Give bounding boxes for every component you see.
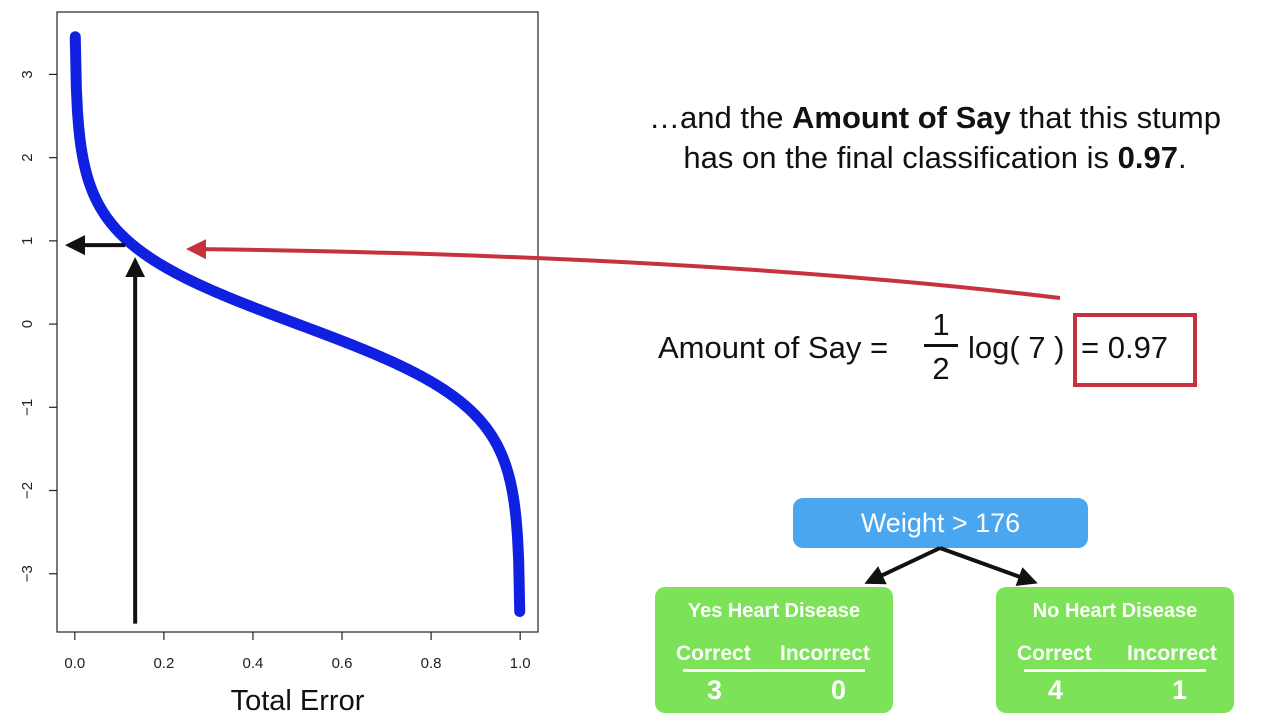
axis-ticks xyxy=(49,73,521,640)
y-tick-label: 3 xyxy=(19,70,36,78)
correct-header: Correct xyxy=(676,642,751,665)
axis-labels: 0.0 0.2 0.4 0.6 0.8 1.0 3 2 1 0 −1 −2 −3 xyxy=(19,70,531,672)
amount-of-say-curve xyxy=(69,31,526,617)
incorrect-header: Incorrect xyxy=(780,642,870,665)
formula-result: = 0.97 xyxy=(1081,330,1169,365)
x-tick-label: 0.6 xyxy=(332,655,353,672)
plot-frame xyxy=(56,11,539,633)
stump-label: Weight > 176 xyxy=(860,507,1021,538)
fraction-numerator: 1 xyxy=(932,307,950,342)
x-axis-title: Total Error xyxy=(231,685,365,717)
x-tick-label: 1.0 xyxy=(510,655,531,672)
y-tick-label: −2 xyxy=(19,482,36,499)
incorrect-count: 1 xyxy=(1172,675,1188,705)
leaf-divider xyxy=(1024,669,1206,672)
x-tick-label: 0.8 xyxy=(421,655,442,672)
leaf-title: Yes Heart Disease xyxy=(687,600,861,622)
correct-count: 4 xyxy=(1048,675,1064,705)
x-tick-label: 0.0 xyxy=(64,655,85,672)
caption-text-2: that this stump has on the final classif… xyxy=(683,100,1221,175)
stump-to-yes-arrow xyxy=(864,546,941,585)
stump-node: Weight > 176 xyxy=(793,498,1088,548)
y-tick-label: −3 xyxy=(19,565,36,582)
incorrect-header: Incorrect xyxy=(1127,642,1217,665)
caption-period: . xyxy=(1177,140,1187,175)
formula-lhs: Amount of Say = xyxy=(658,330,889,365)
stump-to-no-arrow xyxy=(939,546,1038,586)
x-tick-label: 0.2 xyxy=(153,655,174,672)
y-tick-label: 2 xyxy=(19,153,36,161)
caption-term-amount-of-say: Amount of Say xyxy=(792,100,1011,135)
y-tick-label: 1 xyxy=(19,237,36,245)
amount-of-say-chart: 0.0 0.2 0.4 0.6 0.8 1.0 3 2 1 0 −1 −2 −3 Total Error xyxy=(19,11,539,717)
x-tick-label: 0.4 xyxy=(243,655,264,672)
correct-header: Correct xyxy=(1017,642,1092,665)
incorrect-count: 0 xyxy=(831,675,847,705)
leaf-no-heart-disease: No Heart Disease Correct Incorrect 4 1 xyxy=(996,587,1234,713)
leaf-divider xyxy=(683,669,865,672)
fraction-denominator: 2 xyxy=(932,351,950,386)
correct-count: 3 xyxy=(707,675,723,705)
caption-text: …and the xyxy=(649,100,793,135)
formula-fraction: 1 2 xyxy=(924,308,958,389)
caption-value: 0.97 xyxy=(1117,140,1178,175)
leaf-yes-heart-disease: Yes Heart Disease Correct Incorrect 3 0 xyxy=(655,587,893,713)
leaf-title: No Heart Disease xyxy=(1032,600,1198,622)
result-highlight-box xyxy=(1073,313,1197,387)
explanation-caption: …and the Amount of Say that this stump h… xyxy=(630,98,1240,178)
y-tick-label: −1 xyxy=(19,399,36,416)
formula-log: log( 7 ) xyxy=(968,330,1065,365)
y-tick-label: 0 xyxy=(19,320,36,328)
fraction-bar xyxy=(924,344,958,347)
